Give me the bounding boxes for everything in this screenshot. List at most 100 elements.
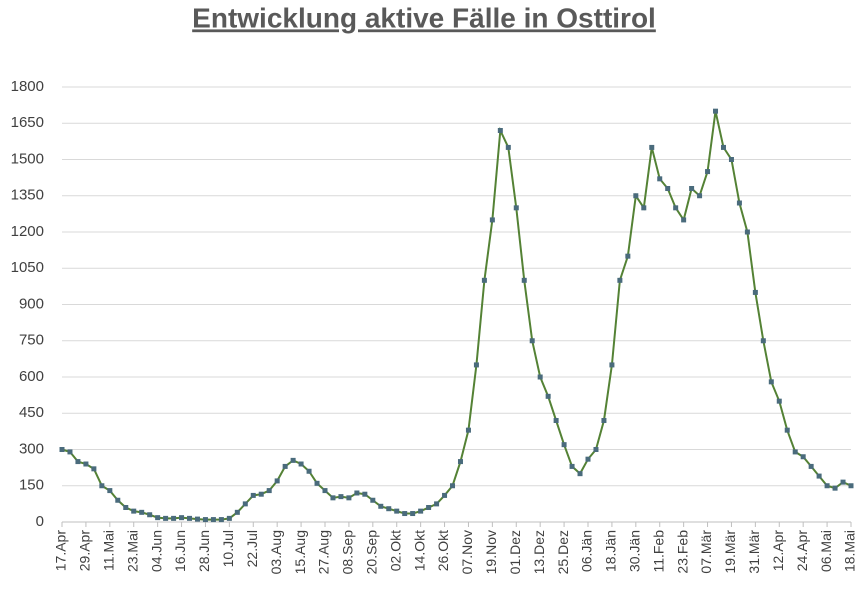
data-point (434, 501, 440, 507)
x-tick-label: 29.Apr (77, 530, 93, 572)
data-point (306, 468, 312, 474)
data-point (808, 463, 814, 469)
data-point (418, 508, 424, 514)
y-tick-label: 1800 (11, 78, 44, 95)
data-point (521, 277, 527, 283)
data-point (322, 488, 328, 494)
data-point (75, 459, 81, 465)
data-point (187, 515, 193, 521)
x-tick-label: 22.Jul (244, 530, 260, 567)
data-point (792, 449, 798, 455)
data-point (784, 427, 790, 433)
data-point (354, 490, 360, 496)
y-tick-label: 900 (19, 295, 44, 312)
y-tick-label: 1650 (11, 114, 44, 131)
data-point (282, 463, 288, 469)
data-point (505, 144, 511, 150)
data-point (346, 495, 352, 501)
data-point (298, 461, 304, 467)
x-tick-label: 19.Nov (483, 530, 499, 574)
y-tick-label: 1500 (11, 150, 44, 167)
data-point (641, 205, 647, 211)
data-point (147, 512, 153, 518)
data-point (537, 374, 543, 380)
data-point (577, 471, 583, 477)
x-tick-label: 15.Aug (292, 530, 308, 574)
data-point (450, 483, 456, 489)
y-tick-label: 0 (36, 513, 44, 530)
x-tick-label: 25.Dez (555, 530, 571, 574)
data-point (410, 511, 416, 517)
x-tick-label: 19.Mär (722, 530, 738, 574)
data-point (776, 398, 782, 404)
data-point (402, 511, 408, 517)
data-point (705, 169, 711, 175)
x-tick-label: 18.Mai (842, 530, 858, 572)
x-tick-label: 16.Jun (172, 530, 188, 572)
x-tick-label: 13.Dez (531, 530, 547, 574)
data-point (179, 515, 185, 521)
data-point (553, 418, 559, 423)
data-point (752, 289, 758, 295)
x-tick-label: 31.Mär (746, 530, 762, 574)
x-tick-label: 23.Feb (674, 530, 690, 574)
data-point (91, 466, 97, 472)
x-tick-label: 06.Jän (579, 530, 595, 572)
data-point (139, 509, 145, 515)
x-tick-label: 02.Okt (387, 530, 403, 571)
data-point (266, 488, 272, 494)
data-point (274, 478, 280, 484)
data-point (115, 497, 121, 503)
data-point (250, 492, 256, 498)
data-point (673, 205, 679, 211)
data-point (234, 509, 240, 515)
x-tick-label: 07.Nov (459, 530, 475, 574)
data-point (489, 217, 495, 223)
data-point (633, 193, 639, 199)
x-tick-label: 01.Dez (507, 530, 523, 574)
data-point (481, 277, 487, 283)
x-tick-label: 07.Mär (698, 530, 714, 574)
data-point (226, 515, 232, 521)
data-point (681, 217, 687, 223)
data-point (609, 362, 615, 368)
data-point (99, 483, 105, 489)
data-point (394, 508, 400, 514)
x-tick-label: 08.Sep (340, 530, 356, 575)
x-tick-label: 14.Okt (411, 530, 427, 571)
x-tick-label: 26.Okt (435, 530, 451, 571)
x-tick-label: 24.Apr (794, 530, 810, 572)
data-point (338, 494, 344, 500)
data-line (61, 110, 852, 521)
y-tick-label: 300 (19, 440, 44, 457)
data-point (465, 427, 471, 433)
data-point (768, 379, 774, 385)
x-tick-label: 17.Apr (53, 530, 69, 572)
chart-title: Entwicklung aktive Fälle in Osttirol (192, 2, 656, 33)
x-tick-label: 03.Aug (268, 530, 284, 574)
x-tick-label: 10.Jul (220, 530, 236, 567)
data-point (83, 461, 89, 467)
data-point (426, 505, 432, 510)
x-tick-label: 28.Jun (196, 530, 212, 572)
data-point (163, 515, 169, 521)
y-tick-label: 450 (19, 404, 44, 421)
data-point (657, 176, 663, 182)
x-tick-label: 27.Aug (316, 530, 332, 574)
data-point (290, 457, 296, 463)
data-point (816, 473, 822, 479)
y-tick-label: 150 (19, 477, 44, 494)
data-point (665, 186, 671, 191)
data-point (824, 483, 830, 489)
y-tick-label: 600 (19, 368, 44, 385)
data-point (569, 463, 575, 469)
data-point (386, 506, 392, 512)
data-point (107, 488, 113, 494)
data-point (832, 485, 838, 491)
x-tick-label: 20.Sep (364, 530, 380, 575)
data-point (362, 491, 368, 497)
data-point (728, 157, 734, 162)
data-point (760, 338, 766, 344)
data-point (155, 515, 161, 521)
